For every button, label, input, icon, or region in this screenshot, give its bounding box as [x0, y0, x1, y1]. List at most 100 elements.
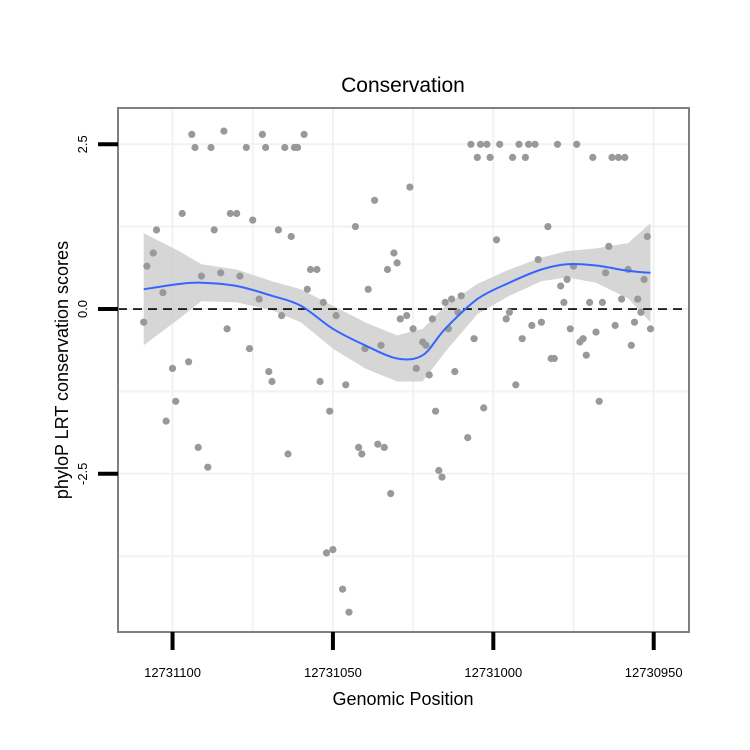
data-point — [643, 232, 651, 241]
data-point — [457, 292, 465, 300]
x-axis: 12731100 12731050 12731000 12730950 — [144, 632, 683, 680]
data-point — [630, 318, 639, 326]
data-point — [268, 377, 276, 386]
data-point — [255, 295, 263, 303]
data-point — [470, 335, 478, 343]
data-point — [637, 308, 645, 316]
data-point — [262, 143, 270, 152]
data-point — [537, 318, 546, 326]
data-point — [573, 140, 581, 148]
data-point — [185, 358, 193, 366]
y-axis-title: phyloP LRT conservation scores — [52, 241, 72, 499]
data-point — [380, 443, 388, 451]
data-point — [393, 259, 401, 267]
data-point — [403, 312, 411, 320]
x-tick-label: 12730950 — [625, 665, 683, 680]
data-point — [595, 397, 603, 405]
data-point — [284, 450, 292, 458]
data-point — [560, 298, 568, 306]
data-point — [515, 140, 523, 148]
data-point — [486, 153, 494, 161]
data-point — [162, 417, 170, 425]
data-point — [191, 143, 199, 152]
data-point — [640, 275, 648, 283]
data-point — [563, 275, 571, 283]
data-point — [521, 153, 530, 161]
data-point — [339, 585, 347, 593]
data-point — [438, 473, 446, 481]
data-point — [473, 153, 481, 161]
data-point — [249, 216, 257, 224]
data-point — [188, 130, 196, 138]
data-point — [303, 285, 311, 293]
x-tick-label: 12731000 — [464, 665, 522, 680]
data-point — [245, 345, 254, 353]
data-point — [258, 130, 266, 138]
data-point — [406, 183, 414, 191]
data-point — [428, 315, 436, 323]
data-point — [441, 298, 449, 306]
data-point — [194, 443, 202, 451]
data-point — [178, 209, 186, 218]
data-point — [377, 341, 385, 349]
data-point — [371, 196, 379, 204]
data-point — [608, 153, 616, 161]
data-point — [140, 318, 148, 326]
data-point — [159, 289, 167, 297]
data-point — [220, 127, 228, 135]
data-point — [204, 463, 212, 471]
data-point — [451, 368, 459, 376]
data-point — [358, 450, 366, 458]
data-point — [152, 226, 161, 234]
data-point — [496, 140, 504, 148]
data-point — [278, 312, 286, 320]
data-point — [589, 153, 597, 161]
data-point — [476, 140, 485, 148]
data-point — [387, 490, 395, 498]
data-point — [294, 143, 302, 152]
data-point — [226, 209, 234, 218]
points-layer — [140, 127, 655, 616]
x-tick-label: 12731050 — [304, 665, 362, 680]
data-point — [435, 466, 443, 475]
data-point — [322, 549, 331, 557]
data-point — [143, 262, 151, 270]
y-tick-label: -2.5 — [75, 463, 90, 485]
data-point — [534, 256, 542, 264]
data-point — [605, 242, 613, 250]
data-point — [425, 371, 433, 379]
data-point — [525, 140, 533, 148]
data-point — [319, 298, 327, 306]
data-point — [586, 298, 594, 306]
data-point — [265, 368, 273, 376]
data-point — [432, 407, 440, 415]
panel-border — [117, 107, 690, 633]
data-point — [528, 321, 536, 330]
data-point — [618, 295, 626, 303]
data-point — [512, 381, 520, 389]
data-point — [544, 223, 552, 231]
data-point — [621, 153, 629, 161]
data-point — [464, 434, 472, 442]
confidence-band — [143, 223, 651, 382]
data-point — [566, 325, 574, 333]
data-point — [345, 608, 353, 616]
data-point — [553, 140, 562, 148]
data-point — [557, 282, 565, 290]
data-point — [611, 321, 619, 330]
x-axis-title: Genomic Position — [332, 689, 473, 709]
data-point — [274, 226, 282, 234]
data-point — [467, 140, 475, 148]
data-point — [602, 269, 610, 277]
data-point — [168, 364, 177, 372]
data-point — [300, 130, 308, 138]
data-point — [242, 143, 250, 152]
data-point — [233, 209, 241, 218]
data-point — [483, 140, 491, 148]
data-point — [502, 315, 510, 323]
chart-title: Conservation — [341, 74, 465, 97]
data-point — [351, 223, 359, 231]
data-point — [480, 404, 488, 412]
data-point — [342, 381, 350, 389]
